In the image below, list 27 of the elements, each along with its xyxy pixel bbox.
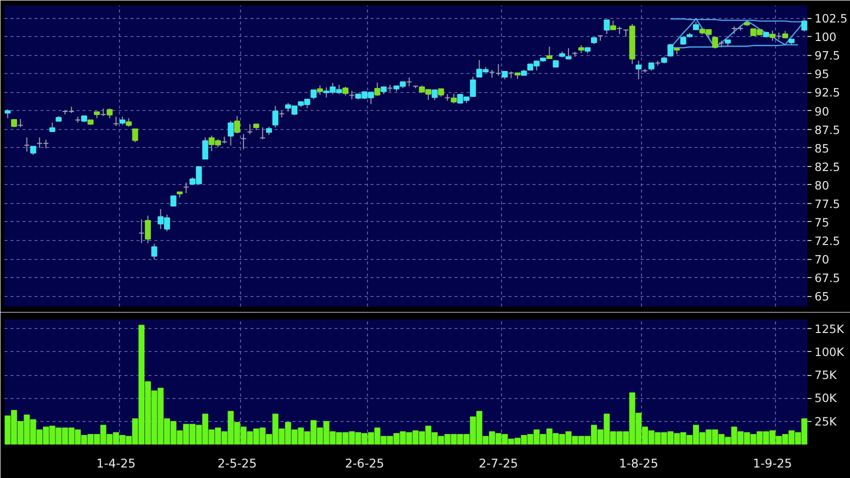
y-tick-label: 87.5: [814, 122, 840, 137]
y-tick-label: 97.5: [814, 48, 840, 63]
y-tick-label: 72.5: [814, 234, 840, 248]
y-tick-label: 80: [814, 178, 830, 192]
x-tick-label: 1-9-25: [752, 456, 792, 470]
x-tick-label: 2-6-25: [344, 456, 384, 470]
x-tick-label: 2-5-25: [218, 456, 257, 470]
x-tick-label: 1-8-25: [619, 456, 658, 470]
x-tick-label: 1-4-25: [96, 456, 136, 470]
y-tick-label: 50K: [814, 391, 838, 406]
y-tick-label: 25K: [814, 414, 838, 428]
y-tick-label: 65: [814, 290, 830, 304]
y-tick-label: 100K: [814, 344, 844, 359]
y-tick-label: 100: [814, 30, 836, 44]
y-tick-label: 77.5: [814, 196, 840, 211]
x-tick-label: 2-7-25: [478, 456, 518, 470]
y-tick-label: 90: [814, 104, 830, 118]
y-tick-label: 82.5: [814, 160, 840, 174]
y-tick-label: 75K: [814, 368, 838, 382]
y-tick-label: 67.5: [814, 271, 840, 286]
y-tick-label: 92.5: [814, 86, 840, 100]
y-tick-label: 125K: [814, 322, 844, 336]
y-tick-label: 95: [814, 67, 830, 82]
y-tick-label: 75: [814, 215, 830, 230]
y-tick-label: 102.5: [814, 12, 848, 26]
y-tick-label: 70: [814, 252, 830, 267]
y-tick-label: 85: [814, 141, 830, 156]
